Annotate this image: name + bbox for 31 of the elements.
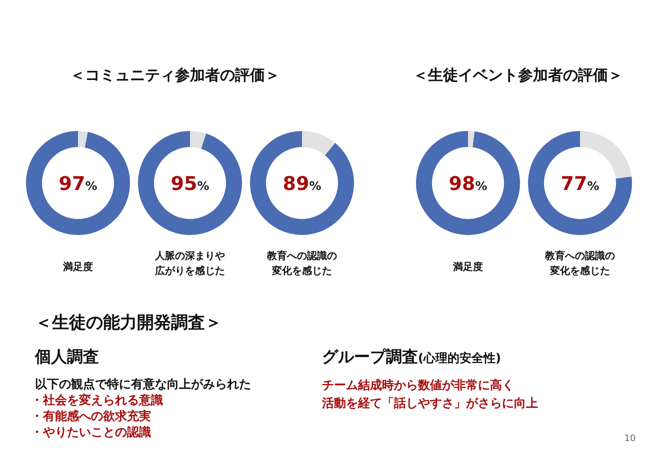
data-label: 95% — [170, 173, 210, 195]
text: ＜生徒の能力開発調査＞ — [35, 313, 222, 333]
text: 以下の観点で特に有意な向上がみられた — [35, 377, 251, 391]
text: 教育への認識の変化を感じた — [266, 250, 337, 277]
donut-slice — [26, 131, 130, 235]
text: (心理的安全性) — [418, 351, 501, 365]
donut-slice — [138, 131, 242, 235]
text: 個人調査 — [34, 347, 99, 366]
text: ・有能感への欲求充実 — [31, 409, 151, 423]
text: 活動を経て「話しやすさ」がさらに向上 — [321, 396, 538, 410]
text: 教育への認識の変化を感じた — [544, 250, 615, 277]
donut-slice — [190, 131, 206, 149]
donut-slice — [78, 131, 88, 148]
data-label: 98% — [448, 173, 488, 195]
data-label: 97% — [58, 173, 98, 195]
text: チーム結成時から数値が非常に高く — [322, 378, 514, 392]
donut-slice — [302, 131, 336, 156]
donut-slice — [250, 131, 354, 235]
chart-title: ＜生徒イベント参加者の評価＞ — [413, 66, 623, 84]
text: 10 — [624, 434, 636, 444]
data-label: 89% — [282, 173, 322, 195]
text: 人脈の深まりや広がりを感じた — [154, 250, 225, 277]
data-label: 77% — [560, 173, 600, 195]
donut-slice — [416, 131, 520, 235]
text: ＜コミュニティ参加者の評価＞ — [70, 66, 280, 84]
text: ・社会を変えられる意識 — [31, 393, 163, 407]
text: 満足度 — [452, 261, 483, 273]
donut-slice — [528, 131, 632, 235]
donut-slice — [468, 131, 475, 148]
text: 満足度 — [62, 261, 93, 273]
text: ・やりたいことの認識 — [31, 425, 151, 439]
